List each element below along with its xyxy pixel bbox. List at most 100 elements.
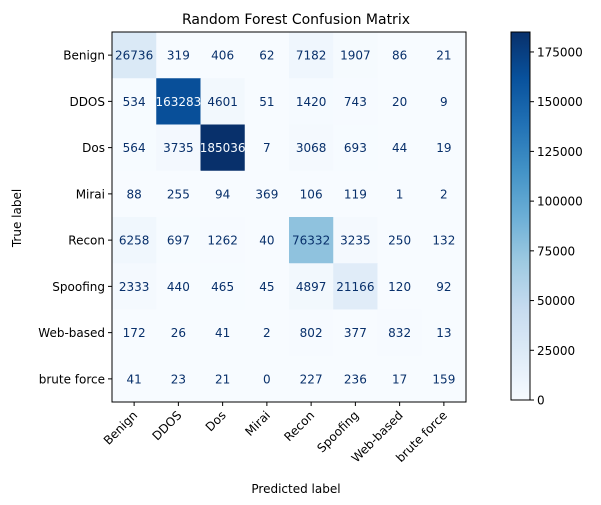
x-tick-label: Mirai: [242, 408, 273, 439]
heatmap-cell: [333, 170, 378, 218]
y-tick-label: Recon: [68, 234, 105, 248]
heatmap-cell: [377, 355, 423, 403]
cell-value-label: 236: [344, 372, 367, 386]
heatmap-cell: [156, 217, 201, 264]
cell-value-label: 44: [392, 141, 407, 155]
cell-value-label: 1420: [296, 95, 327, 109]
heatmap-cell: [333, 309, 378, 357]
heatmap-cell: [333, 124, 378, 172]
cell-value-label: 86: [392, 49, 407, 63]
heatmap-cell: [156, 263, 201, 310]
heatmap-cell: [112, 170, 157, 218]
cell-value-label: 465: [211, 280, 234, 294]
cell-value-label: 369: [255, 187, 278, 201]
cell-value-label: 92: [436, 280, 451, 294]
cell-value-label: 45: [259, 280, 274, 294]
cell-value-label: 172: [123, 326, 146, 340]
plot-frame: [111, 31, 467, 403]
heatmap-cell: [421, 170, 467, 218]
cell-value-label: 26: [171, 326, 186, 340]
cell-value-label: 19: [436, 141, 451, 155]
cell-value-label: 40: [259, 234, 274, 248]
colorbar-tick-label: 175000: [537, 45, 583, 59]
heatmap-cell: [112, 78, 157, 125]
cell-value-label: 88: [126, 187, 141, 201]
cell-value-label: 1: [396, 187, 404, 201]
cell-value-label: 23: [171, 372, 186, 386]
colorbar-tick-label: 50000: [537, 294, 575, 308]
y-axis-label: True label: [10, 189, 24, 248]
cell-value-label: 3735: [163, 141, 194, 155]
heatmap-cell: [244, 309, 290, 357]
heatmap-cell: [421, 78, 467, 125]
cell-value-label: 4897: [296, 280, 327, 294]
heatmap-cell: [200, 217, 246, 264]
x-tick-label: Benign: [101, 408, 140, 447]
heatmap-cell: [377, 32, 423, 79]
y-tick-label: DDOS: [69, 95, 105, 109]
heatmap-cell: [244, 78, 290, 125]
y-tick-label: Web-based: [38, 326, 105, 340]
cell-value-label: 743: [344, 95, 367, 109]
heatmap-cell: [333, 32, 378, 79]
heatmap-cell: [244, 355, 290, 403]
heatmap-cell: [333, 217, 378, 264]
cell-value-label: 163283: [155, 95, 201, 109]
cell-value-label: 2333: [119, 280, 150, 294]
cell-value-label: 693: [344, 141, 367, 155]
y-tick-label: Spoofing: [52, 280, 105, 294]
heatmap-cell: [200, 309, 246, 357]
cell-value-label: 250: [388, 234, 411, 248]
heatmap-cell: [156, 355, 201, 403]
heatmap-cell: [156, 309, 201, 357]
heatmap-cell: [244, 170, 290, 218]
cell-value-label: 440: [167, 280, 190, 294]
heatmap-cell: [289, 217, 334, 264]
heatmap-cell: [333, 78, 378, 125]
cell-value-label: 832: [388, 326, 411, 340]
cell-value-label: 6258: [119, 234, 150, 248]
heatmap-cell: [421, 355, 467, 403]
cell-value-label: 7182: [296, 49, 327, 63]
cell-value-label: 159: [432, 372, 455, 386]
x-axis-ticks: Benign DDOS Dos Mirai ReconSpoofingWeb-based…: [101, 402, 450, 465]
cell-value-label: 2: [440, 187, 448, 201]
heatmap-cell: [200, 124, 246, 172]
heatmap-cell: [244, 32, 290, 79]
cell-value-label: 94: [215, 187, 230, 201]
cell-value-label: 20: [392, 95, 407, 109]
heatmap-cell: [377, 78, 423, 125]
heatmap-cell: [421, 309, 467, 357]
heatmap-cell: [200, 170, 246, 218]
heatmap-cell: [156, 170, 201, 218]
heatmap-cell: [377, 170, 423, 218]
cell-value-label: 62: [259, 49, 274, 63]
heatmap-cell: [112, 263, 157, 310]
heatmap-cell: [377, 263, 423, 310]
cell-value-label: 17: [392, 372, 407, 386]
cell-value-label: 1262: [207, 234, 238, 248]
heatmap-cell: [289, 170, 334, 218]
cell-value-label: 534: [123, 95, 146, 109]
cell-value-label: 3068: [296, 141, 327, 155]
heatmap-cell: [244, 217, 290, 264]
heatmap-cell: [112, 124, 157, 172]
cell-value-label: 2: [263, 326, 271, 340]
heatmap-cell: [156, 32, 201, 79]
heatmap-cell: [333, 263, 378, 310]
heatmap-cell: [421, 124, 467, 172]
cell-value-label: 377: [344, 326, 367, 340]
colorbar-tick-label: 150000: [537, 95, 583, 109]
cell-value-label: 564: [123, 141, 146, 155]
cell-value-label: 13: [436, 326, 451, 340]
colorbar-tick-label: 25000: [537, 344, 575, 358]
cell-value-label: 41: [215, 326, 230, 340]
cell-value-label: 41: [126, 372, 141, 386]
cell-value-label: 26736: [115, 49, 153, 63]
heatmap-cells: [112, 32, 467, 403]
cell-value-label: 0: [263, 372, 271, 386]
heatmap-cell: [289, 355, 334, 403]
y-axis-ticks: Benign DDOS Dos Mirai Recon Spoofing Web-based…: [38, 49, 112, 386]
y-tick-label: brute force: [39, 372, 105, 386]
cell-value-label: 132: [432, 234, 455, 248]
